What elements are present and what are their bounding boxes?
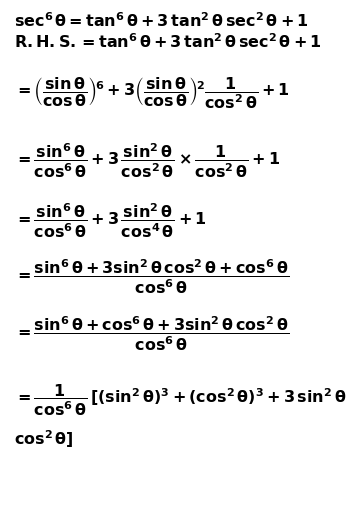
Text: $\mathbf{sec^6\,\theta = tan^6\,\theta + 3\,tan^2\,\theta\,sec^2\,\theta + 1}$: $\mathbf{sec^6\,\theta = tan^6\,\theta +… bbox=[14, 11, 309, 30]
Text: $\mathbf{= \dfrac{sin^6\,\theta}{cos^6\,\theta} + 3\,\dfrac{sin^2\,\theta}{cos^4: $\mathbf{= \dfrac{sin^6\,\theta}{cos^6\,… bbox=[14, 202, 207, 240]
Text: $\mathbf{= \left(\dfrac{sin\,\theta}{cos\,\theta}\right)^{\!6} + 3\left(\dfrac{s: $\mathbf{= \left(\dfrac{sin\,\theta}{cos… bbox=[14, 76, 290, 111]
Text: $\mathbf{= \dfrac{sin^6\,\theta + cos^6\,\theta + 3sin^2\,\theta\,cos^2\,\theta}: $\mathbf{= \dfrac{sin^6\,\theta + cos^6\… bbox=[14, 315, 290, 353]
Text: $\mathbf{= \dfrac{sin^6\,\theta}{cos^6\,\theta} + 3\,\dfrac{sin^2\,\theta}{cos^2: $\mathbf{= \dfrac{sin^6\,\theta}{cos^6\,… bbox=[14, 142, 281, 180]
Text: $\mathbf{cos^2\,\theta]}$: $\mathbf{cos^2\,\theta]}$ bbox=[14, 428, 74, 450]
Text: $\mathbf{R.H.S. = tan^6\,\theta + 3\,tan^2\,\theta\,sec^2\,\theta + 1}$: $\mathbf{R.H.S. = tan^6\,\theta + 3\,tan… bbox=[14, 32, 322, 51]
Text: $\mathbf{= \dfrac{sin^6\,\theta + 3sin^2\,\theta\,cos^2\,\theta + cos^6\,\theta}: $\mathbf{= \dfrac{sin^6\,\theta + 3sin^2… bbox=[14, 257, 290, 296]
Text: $\mathbf{= \dfrac{1}{cos^6\,\theta}\,[(sin^2\,\theta)^3 + (cos^2\,\theta)^3 + 3\: $\mathbf{= \dfrac{1}{cos^6\,\theta}\,[(s… bbox=[14, 383, 347, 418]
